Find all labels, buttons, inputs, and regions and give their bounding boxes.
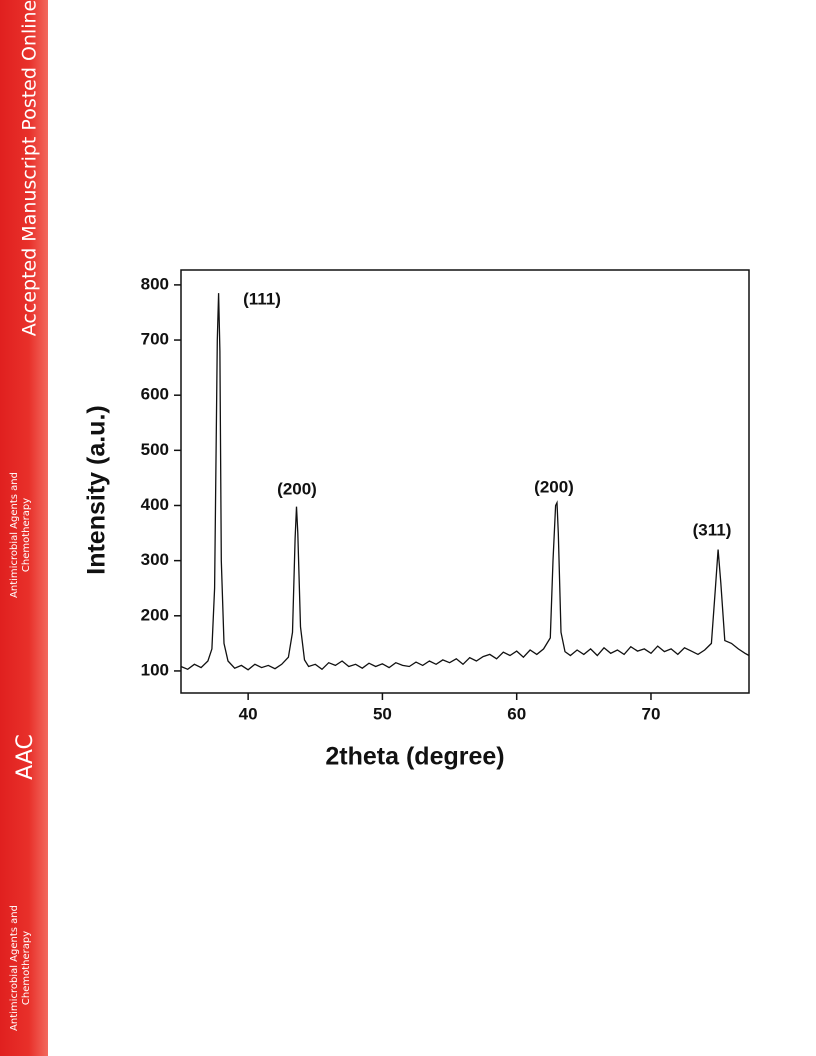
y-tick-label: 500 (141, 440, 169, 459)
footer-name: Chemotherapy (21, 931, 32, 1005)
y-tick-label: 600 (141, 385, 169, 404)
plot-frame (180, 269, 750, 694)
peak-label: (311) (693, 520, 732, 539)
journal-name: Antimicrobial Agents and (9, 472, 20, 598)
y-tick-label: 300 (141, 550, 169, 569)
sidebar (0, 0, 48, 1056)
x-axis-label: 2theta (degree) (325, 743, 504, 771)
y-tick-label: 800 (141, 274, 169, 293)
footer-name: Antimicrobial Agents and (9, 905, 20, 1031)
y-axis-label: Intensity (a.u.) (83, 405, 111, 574)
peak-label: (200) (534, 477, 574, 496)
running-title: Accepted Manuscript Posted Online (19, 0, 41, 336)
journal-name: Chemotherapy (21, 498, 32, 572)
y-tick-label: 700 (141, 330, 169, 349)
x-tick-label: 60 (507, 704, 526, 723)
x-tick-label: 70 (642, 704, 661, 723)
data-line (180, 293, 750, 671)
peak-label: (111) (243, 289, 281, 308)
y-tick-label: 100 (141, 660, 169, 679)
peak-label: (200) (277, 479, 317, 498)
y-tick-label: 200 (141, 605, 169, 624)
x-tick-label: 40 (239, 704, 258, 723)
x-tick-label: 50 (373, 704, 392, 723)
y-tick-label: 400 (141, 495, 169, 514)
journal-abbreviation: AAC (13, 734, 38, 780)
